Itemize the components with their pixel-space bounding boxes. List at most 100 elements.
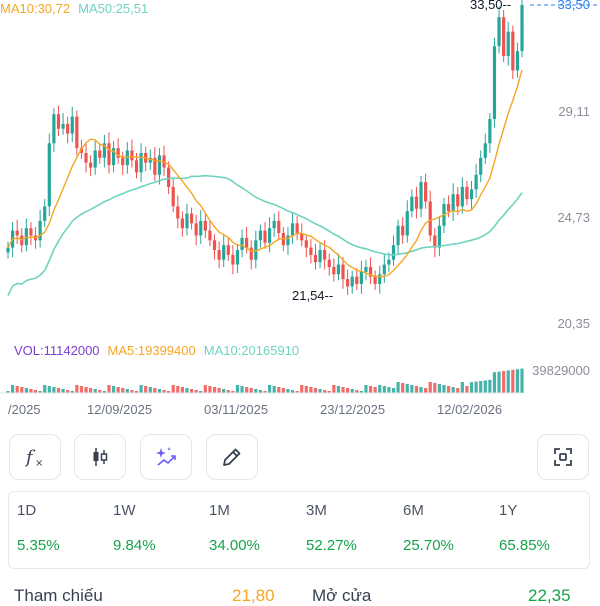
open-value: 22,35 (528, 586, 571, 605)
fullscreen-button[interactable] (537, 434, 589, 480)
volume-bar (171, 385, 175, 393)
volume-bar (281, 388, 285, 393)
candle-body (249, 247, 253, 260)
candle-body (217, 250, 221, 260)
candle-body (488, 119, 492, 144)
candle-body (497, 17, 501, 47)
candle-body (263, 230, 267, 243)
volume-bar (469, 382, 474, 393)
volume-bar (254, 389, 258, 393)
candle-body (111, 148, 116, 166)
volume-bar (107, 385, 111, 393)
volume-bar (199, 391, 203, 393)
volume-bar (111, 386, 116, 393)
candle-body (15, 230, 19, 236)
y-label-1: 29,11 (558, 104, 590, 119)
candle-body (6, 247, 10, 253)
svg-text:×: × (35, 458, 43, 469)
perf-1w[interactable]: 1W 9.84% (113, 502, 156, 554)
candle-body (479, 157, 483, 175)
volume-bar (336, 386, 341, 393)
volume-bar (75, 385, 79, 393)
volume-bar (47, 386, 51, 393)
candle-body (226, 245, 230, 255)
perf-value: 5.35% (17, 537, 60, 554)
x-label-4: 12/02/2026 (437, 402, 503, 417)
candle-body (318, 250, 322, 263)
volume-bar (401, 383, 405, 393)
volume-bar (515, 369, 520, 393)
perf-3m[interactable]: 3M 52.27% (306, 502, 357, 554)
fx-icon: f × (24, 447, 43, 469)
volume-bar (272, 386, 276, 393)
volume-bar (116, 387, 120, 393)
draw-button[interactable] (206, 434, 258, 480)
volume-bar (414, 386, 419, 393)
ai-analysis-button[interactable] (140, 434, 192, 480)
volume-bar (350, 389, 354, 393)
volume-bar (249, 388, 253, 393)
pencil-icon (223, 448, 241, 466)
volume-bar (359, 391, 363, 393)
candle-body (176, 206, 180, 219)
perf-1d[interactable]: 1D 5.35% (17, 502, 60, 554)
candle-body (139, 152, 143, 173)
volume-bar (267, 385, 272, 393)
y-label-3: 20,35 (557, 316, 590, 331)
candle-body (153, 157, 157, 175)
candle-body (414, 196, 419, 209)
vol-ma10-legend: MA10:20165910 (203, 343, 300, 358)
candle-type-button[interactable] (74, 434, 126, 480)
candle-body (378, 274, 382, 284)
perf-label: 1Y (499, 502, 518, 519)
perf-6m[interactable]: 6M 25.70% (403, 502, 454, 554)
volume-bar (29, 389, 33, 393)
volume-bar (240, 386, 244, 393)
candle-body (428, 201, 432, 236)
candle-body (424, 182, 428, 202)
volume-bar (286, 389, 290, 393)
price-chart[interactable] (0, 0, 600, 425)
volume-bar (506, 370, 510, 393)
candle-body (382, 264, 386, 275)
candle-body (171, 186, 175, 207)
volume-bar (38, 391, 42, 393)
candle-body (235, 250, 240, 265)
ma-legend: MA10:30,72 MA50:25,51 (0, 1, 156, 16)
volume-bar (313, 388, 318, 393)
candle-body (401, 225, 405, 236)
candle-body (167, 167, 171, 187)
candle-body (300, 233, 304, 241)
candle-body (212, 240, 217, 251)
vol-ma5-legend: MA5:19399400 (107, 343, 196, 358)
volume-bar (56, 388, 61, 393)
candle-body (492, 46, 497, 120)
volume-bar (203, 385, 207, 393)
volume-bar (332, 385, 336, 393)
volume-bar (378, 385, 382, 393)
volume-bar (511, 369, 515, 393)
volume-bar (222, 389, 226, 393)
candle-body (56, 114, 61, 129)
candle-body (98, 150, 102, 158)
reference-value: 21,80 (232, 586, 275, 605)
volume-bar (433, 383, 437, 393)
candle-body (231, 254, 235, 265)
perf-value: 65.85% (499, 537, 550, 554)
volume-bar (139, 385, 143, 393)
volume-bar (24, 388, 28, 393)
volume-bar (474, 381, 478, 393)
volume-bar (148, 387, 152, 393)
candle-body (341, 264, 345, 280)
volume-bar (341, 387, 345, 393)
perf-1m[interactable]: 1M 34.00% (209, 502, 260, 554)
volume-bar (300, 385, 304, 393)
candle-body (368, 266, 373, 277)
volume-bar (437, 384, 441, 393)
volume-bar (479, 381, 483, 393)
volume-legend: VOL:11142000 MA5:19399400 MA10:20165910 (14, 343, 307, 358)
indicator-button[interactable]: f × (9, 434, 61, 480)
candle-body (355, 276, 359, 284)
perf-1y[interactable]: 1Y 65.85% (499, 502, 550, 554)
candle-body (222, 245, 226, 260)
